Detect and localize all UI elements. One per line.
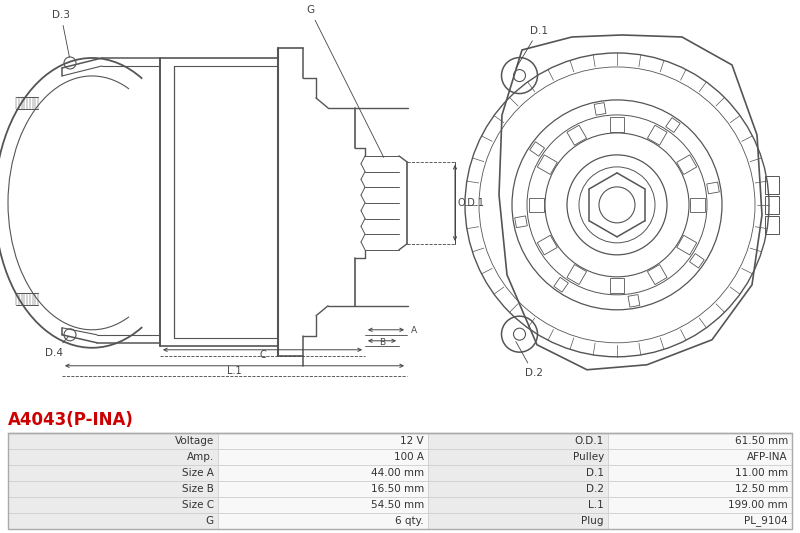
Text: O.D.1: O.D.1 xyxy=(458,198,485,208)
Text: D.4: D.4 xyxy=(45,337,68,358)
Text: D.2: D.2 xyxy=(586,484,604,494)
Text: D.1: D.1 xyxy=(586,468,604,478)
Text: 16.50 mm: 16.50 mm xyxy=(370,484,424,494)
Bar xyxy=(428,433,608,449)
Text: A4043(P-INA): A4043(P-INA) xyxy=(8,411,134,429)
Text: 44.00 mm: 44.00 mm xyxy=(371,468,424,478)
Text: Voltage: Voltage xyxy=(174,436,214,446)
Text: PL_9104: PL_9104 xyxy=(744,515,788,527)
Text: D.1: D.1 xyxy=(516,26,547,68)
Bar xyxy=(428,465,608,481)
Text: 61.50 mm: 61.50 mm xyxy=(734,436,788,446)
Text: A: A xyxy=(411,326,417,335)
Text: D.2: D.2 xyxy=(516,342,542,378)
Text: Amp.: Amp. xyxy=(186,452,214,462)
Bar xyxy=(8,481,218,497)
Bar xyxy=(765,196,779,214)
Bar xyxy=(218,433,428,449)
Bar xyxy=(218,513,428,529)
Bar xyxy=(218,449,428,465)
Text: 12.50 mm: 12.50 mm xyxy=(734,484,788,494)
Text: O.D.1: O.D.1 xyxy=(574,436,604,446)
Bar xyxy=(428,513,608,529)
Text: C: C xyxy=(259,350,266,360)
Text: 6 qty.: 6 qty. xyxy=(395,516,424,526)
Text: Plug: Plug xyxy=(582,516,604,526)
Bar xyxy=(8,433,792,529)
Text: L.1: L.1 xyxy=(588,500,604,510)
Text: Size A: Size A xyxy=(182,468,214,478)
Bar xyxy=(8,465,218,481)
Text: Size B: Size B xyxy=(182,484,214,494)
Bar xyxy=(765,216,779,234)
Text: AFP-INA: AFP-INA xyxy=(747,452,788,462)
Text: 100 A: 100 A xyxy=(394,452,424,462)
Bar xyxy=(608,433,792,449)
Bar xyxy=(8,497,218,513)
Text: L.1: L.1 xyxy=(227,366,242,376)
Bar xyxy=(608,465,792,481)
Bar xyxy=(608,481,792,497)
Text: 12 V: 12 V xyxy=(400,436,424,446)
Bar xyxy=(608,497,792,513)
Text: Pulley: Pulley xyxy=(573,452,604,462)
Text: G: G xyxy=(206,516,214,526)
Bar xyxy=(218,497,428,513)
Text: Size C: Size C xyxy=(182,500,214,510)
Bar xyxy=(608,513,792,529)
Text: B: B xyxy=(379,338,385,347)
Bar xyxy=(608,449,792,465)
Bar xyxy=(765,176,779,194)
Bar xyxy=(428,497,608,513)
Bar xyxy=(8,449,218,465)
Text: D.3: D.3 xyxy=(52,10,70,57)
Bar xyxy=(8,433,218,449)
Text: 199.00 mm: 199.00 mm xyxy=(728,500,788,510)
Bar xyxy=(8,513,218,529)
Bar xyxy=(428,481,608,497)
Text: G: G xyxy=(306,5,384,157)
Bar xyxy=(218,465,428,481)
Bar xyxy=(218,481,428,497)
Bar xyxy=(428,449,608,465)
Text: 11.00 mm: 11.00 mm xyxy=(735,468,788,478)
Text: 54.50 mm: 54.50 mm xyxy=(370,500,424,510)
